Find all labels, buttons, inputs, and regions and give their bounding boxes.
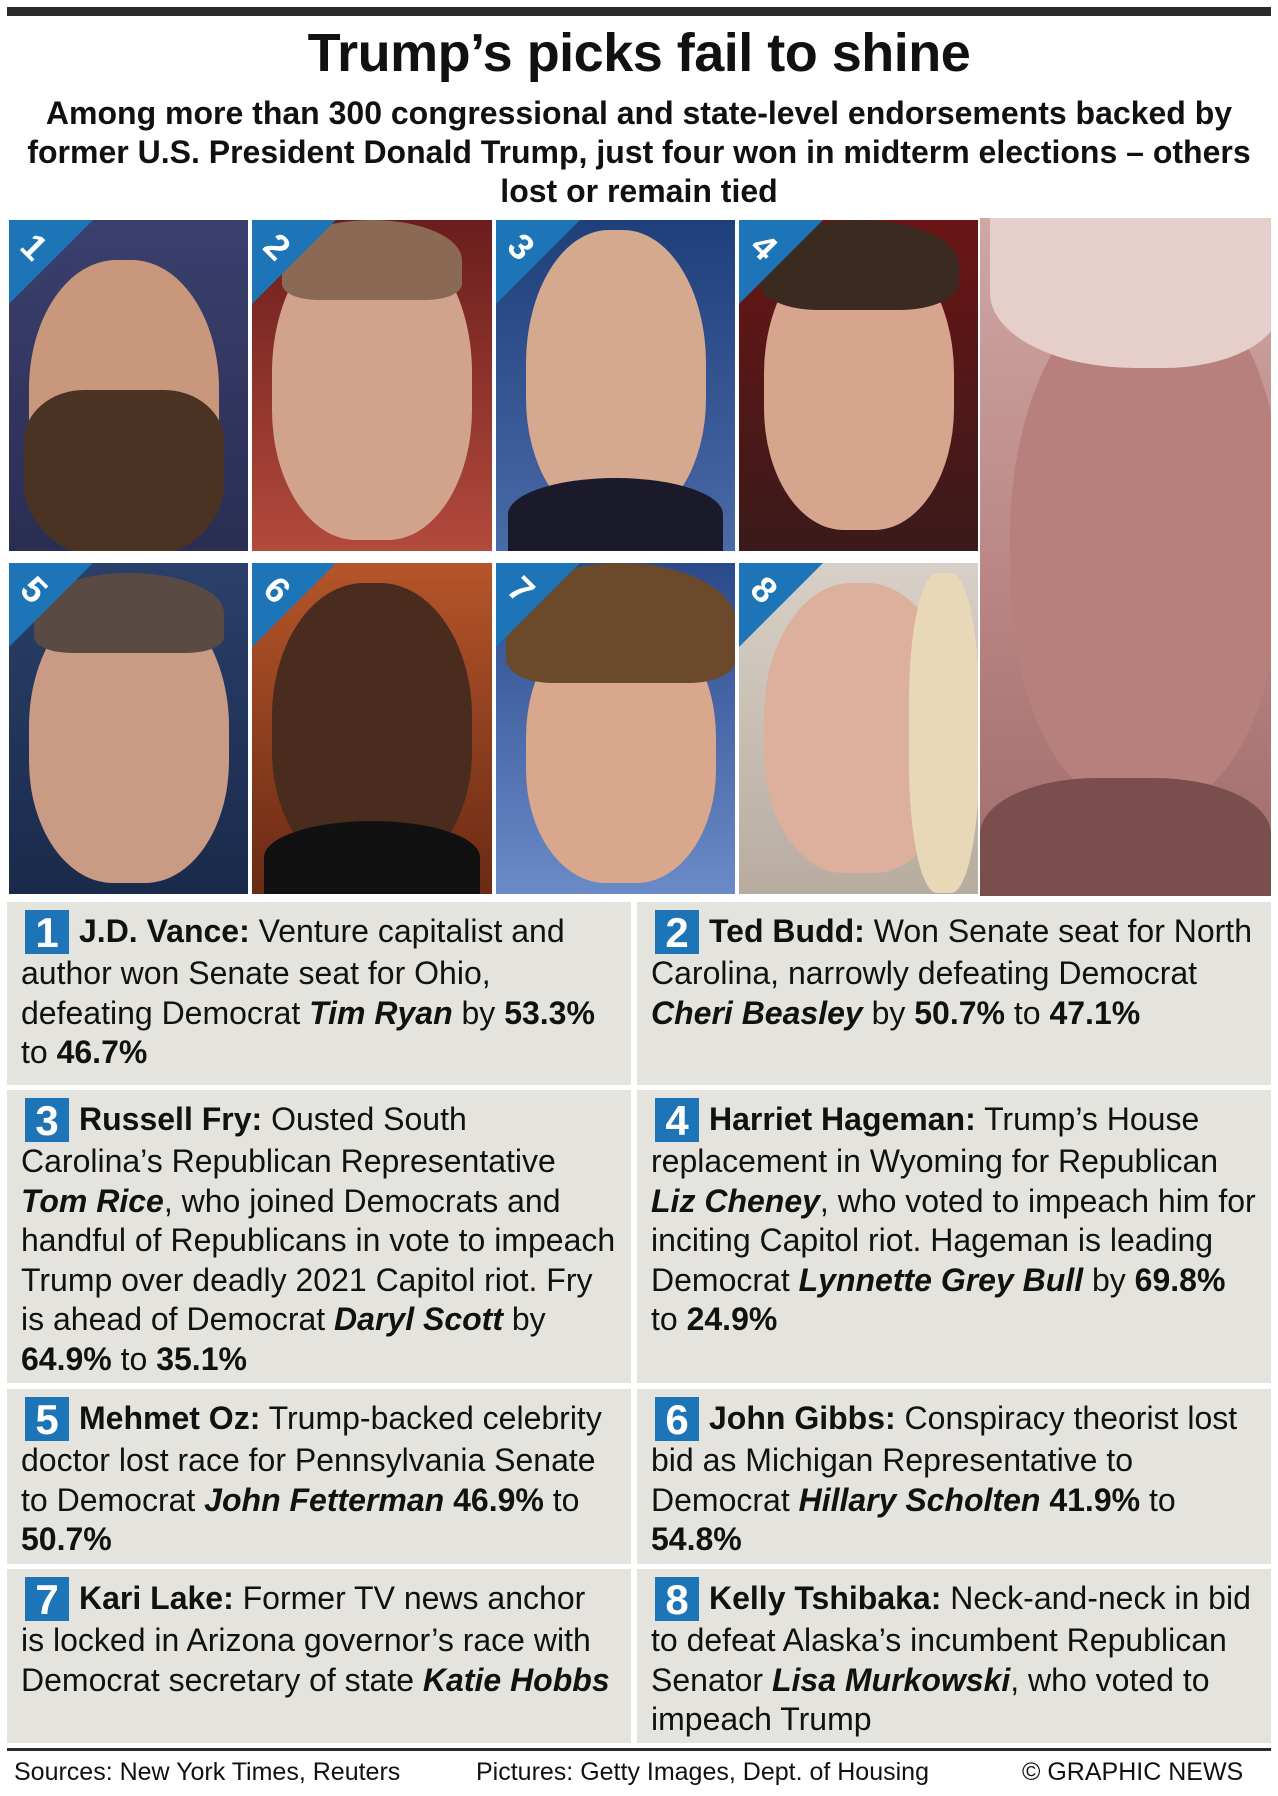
photo-1: 1 — [7, 218, 250, 553]
photo-4: 4 — [737, 218, 980, 553]
entry-3: 3 Russell Fry: Ousted South Carolina’s Re… — [7, 1090, 631, 1383]
photo-6: 6 — [250, 561, 494, 896]
entry-5: 5 Mehmet Oz: Trump-backed celebrity docto… — [7, 1389, 631, 1564]
photo-3: 3 — [494, 218, 737, 553]
headline: Trump’s picks fail to shine — [307, 23, 971, 83]
badge-icon — [252, 563, 336, 647]
sources-credit: Sources: New York Times, Reuters — [14, 1758, 401, 1786]
footer-rule — [7, 1748, 1271, 1751]
entry-8: 8 Kelly Tshibaka: Neck-and-neck in bid to… — [637, 1569, 1271, 1743]
trump-photo — [980, 218, 1271, 896]
badge-icon — [496, 220, 580, 304]
photo-8: 8 — [737, 561, 980, 896]
entry-1: 1 J.D. Vance: Venture capitalist and auth… — [7, 902, 631, 1085]
photo-7: 7 — [494, 561, 737, 896]
photo-5: 5 — [7, 561, 250, 896]
photo-2: 2 — [250, 218, 494, 553]
entry-7: 7 Kari Lake: Former TV news anchor is loc… — [7, 1569, 631, 1743]
entry-2: 2 Ted Budd: Won Senate seat for North Car… — [637, 902, 1271, 1085]
entry-4: 4 Harriet Hageman: Trump’s House replacem… — [637, 1090, 1271, 1383]
badge-icon — [252, 220, 336, 304]
badge-icon — [496, 563, 580, 647]
footer: Sources: New York Times, Reuters Picture… — [0, 1752, 1278, 1790]
graphic-news-credit: © GRAPHIC NEWS — [1022, 1758, 1244, 1786]
badge-icon — [9, 220, 93, 304]
badge-icon — [739, 220, 823, 304]
badge-icon — [9, 563, 93, 647]
top-rule — [7, 7, 1271, 16]
badge-icon — [739, 563, 823, 647]
entry-6: 6 John Gibbs: Conspiracy theorist lost bi… — [637, 1389, 1271, 1564]
subheadline: Among more than 300 congressional and st… — [27, 95, 1251, 209]
pictures-credit: Pictures: Getty Images, Dept. of Housing — [476, 1758, 929, 1786]
